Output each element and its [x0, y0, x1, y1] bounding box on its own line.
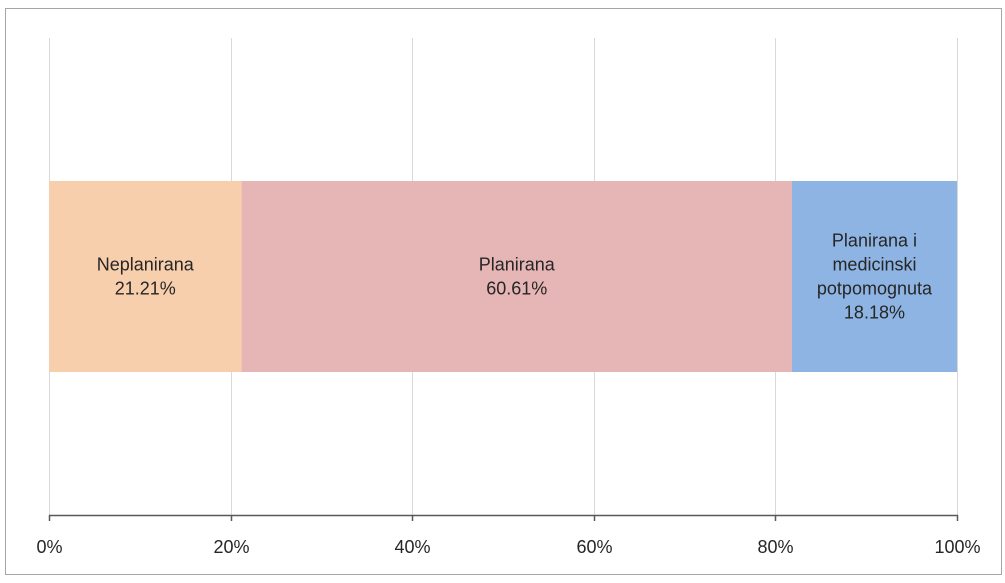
bars [49, 181, 957, 372]
x-tick-label-2: 40% [394, 537, 430, 557]
data-label-2: Planirana 60.61% [479, 255, 556, 299]
x-tick-label-4: 80% [757, 537, 793, 557]
data-label-category: medicinski [832, 255, 916, 275]
data-label-category: Neplanirana [97, 255, 195, 275]
data-label-category: Planirana i [832, 231, 917, 251]
bar-segment-2 [241, 181, 792, 372]
data-label-category: potpomognuta [817, 279, 933, 299]
x-axis: 0% 20% 40% 60% 80% 100% [36, 514, 981, 557]
data-label-value: 60.61% [486, 279, 547, 299]
bar-segment-3 [791, 181, 957, 372]
data-label-value: 21.21% [115, 279, 176, 299]
data-label-value: 18.18% [844, 303, 905, 323]
x-tick-label-0: 0% [36, 537, 62, 557]
bar-segment-1 [49, 181, 242, 372]
data-label-1: Neplanirana 21.21% [97, 255, 195, 299]
data-label-category: Planirana [479, 255, 556, 275]
x-tick-label-1: 20% [213, 537, 249, 557]
data-label-3: Planirana i medicinski potpomognuta 18.18% [817, 231, 933, 323]
x-tick-label-5: 100% [934, 537, 980, 557]
data-labels: Neplanirana 21.21%Planirana 60.61%Planiran… [97, 231, 933, 323]
x-tick-label-3: 60% [576, 537, 612, 557]
